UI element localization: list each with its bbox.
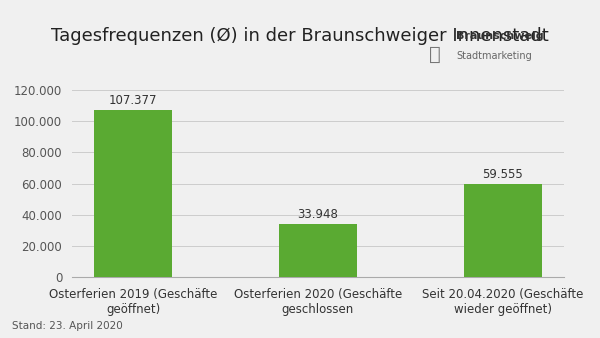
Text: Stand: 23. April 2020: Stand: 23. April 2020 xyxy=(12,321,123,331)
Text: 59.555: 59.555 xyxy=(482,168,523,182)
Text: Braunschweig: Braunschweig xyxy=(456,30,544,41)
Bar xyxy=(464,184,542,277)
Text: 33.948: 33.948 xyxy=(298,209,338,221)
Text: 🦁: 🦁 xyxy=(429,45,441,64)
Text: Stadtmarketing: Stadtmarketing xyxy=(456,51,532,61)
Bar xyxy=(279,224,357,277)
Text: 107.377: 107.377 xyxy=(109,94,157,107)
Bar xyxy=(94,110,172,277)
Text: Tagesfrequenzen (Ø) in der Braunschweiger Innenstadt: Tagesfrequenzen (Ø) in der Braunschweige… xyxy=(51,27,549,45)
